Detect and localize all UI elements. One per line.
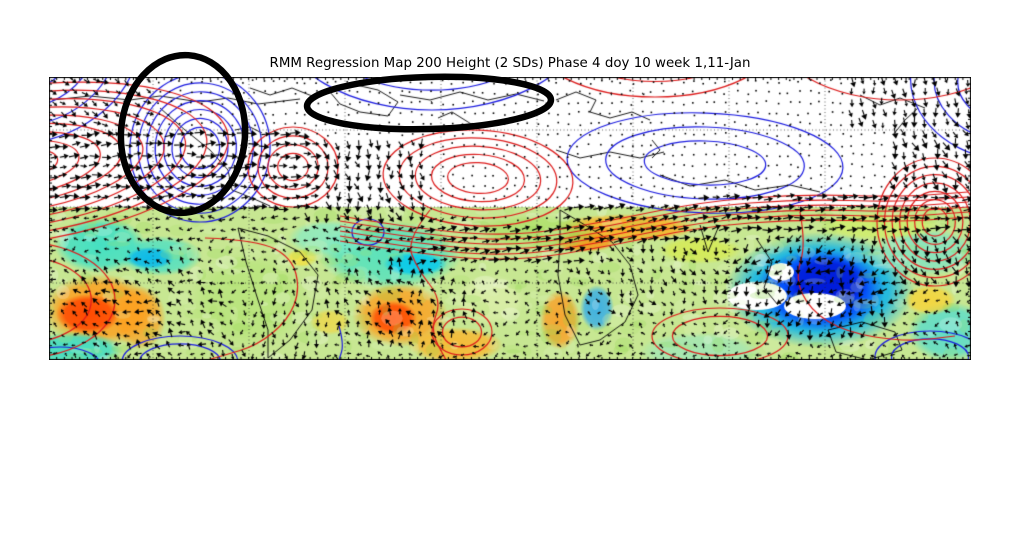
map-plot-canvas	[49, 77, 971, 360]
chart-title: RMM Regression Map 200 Height (2 SDs) Ph…	[269, 56, 751, 71]
